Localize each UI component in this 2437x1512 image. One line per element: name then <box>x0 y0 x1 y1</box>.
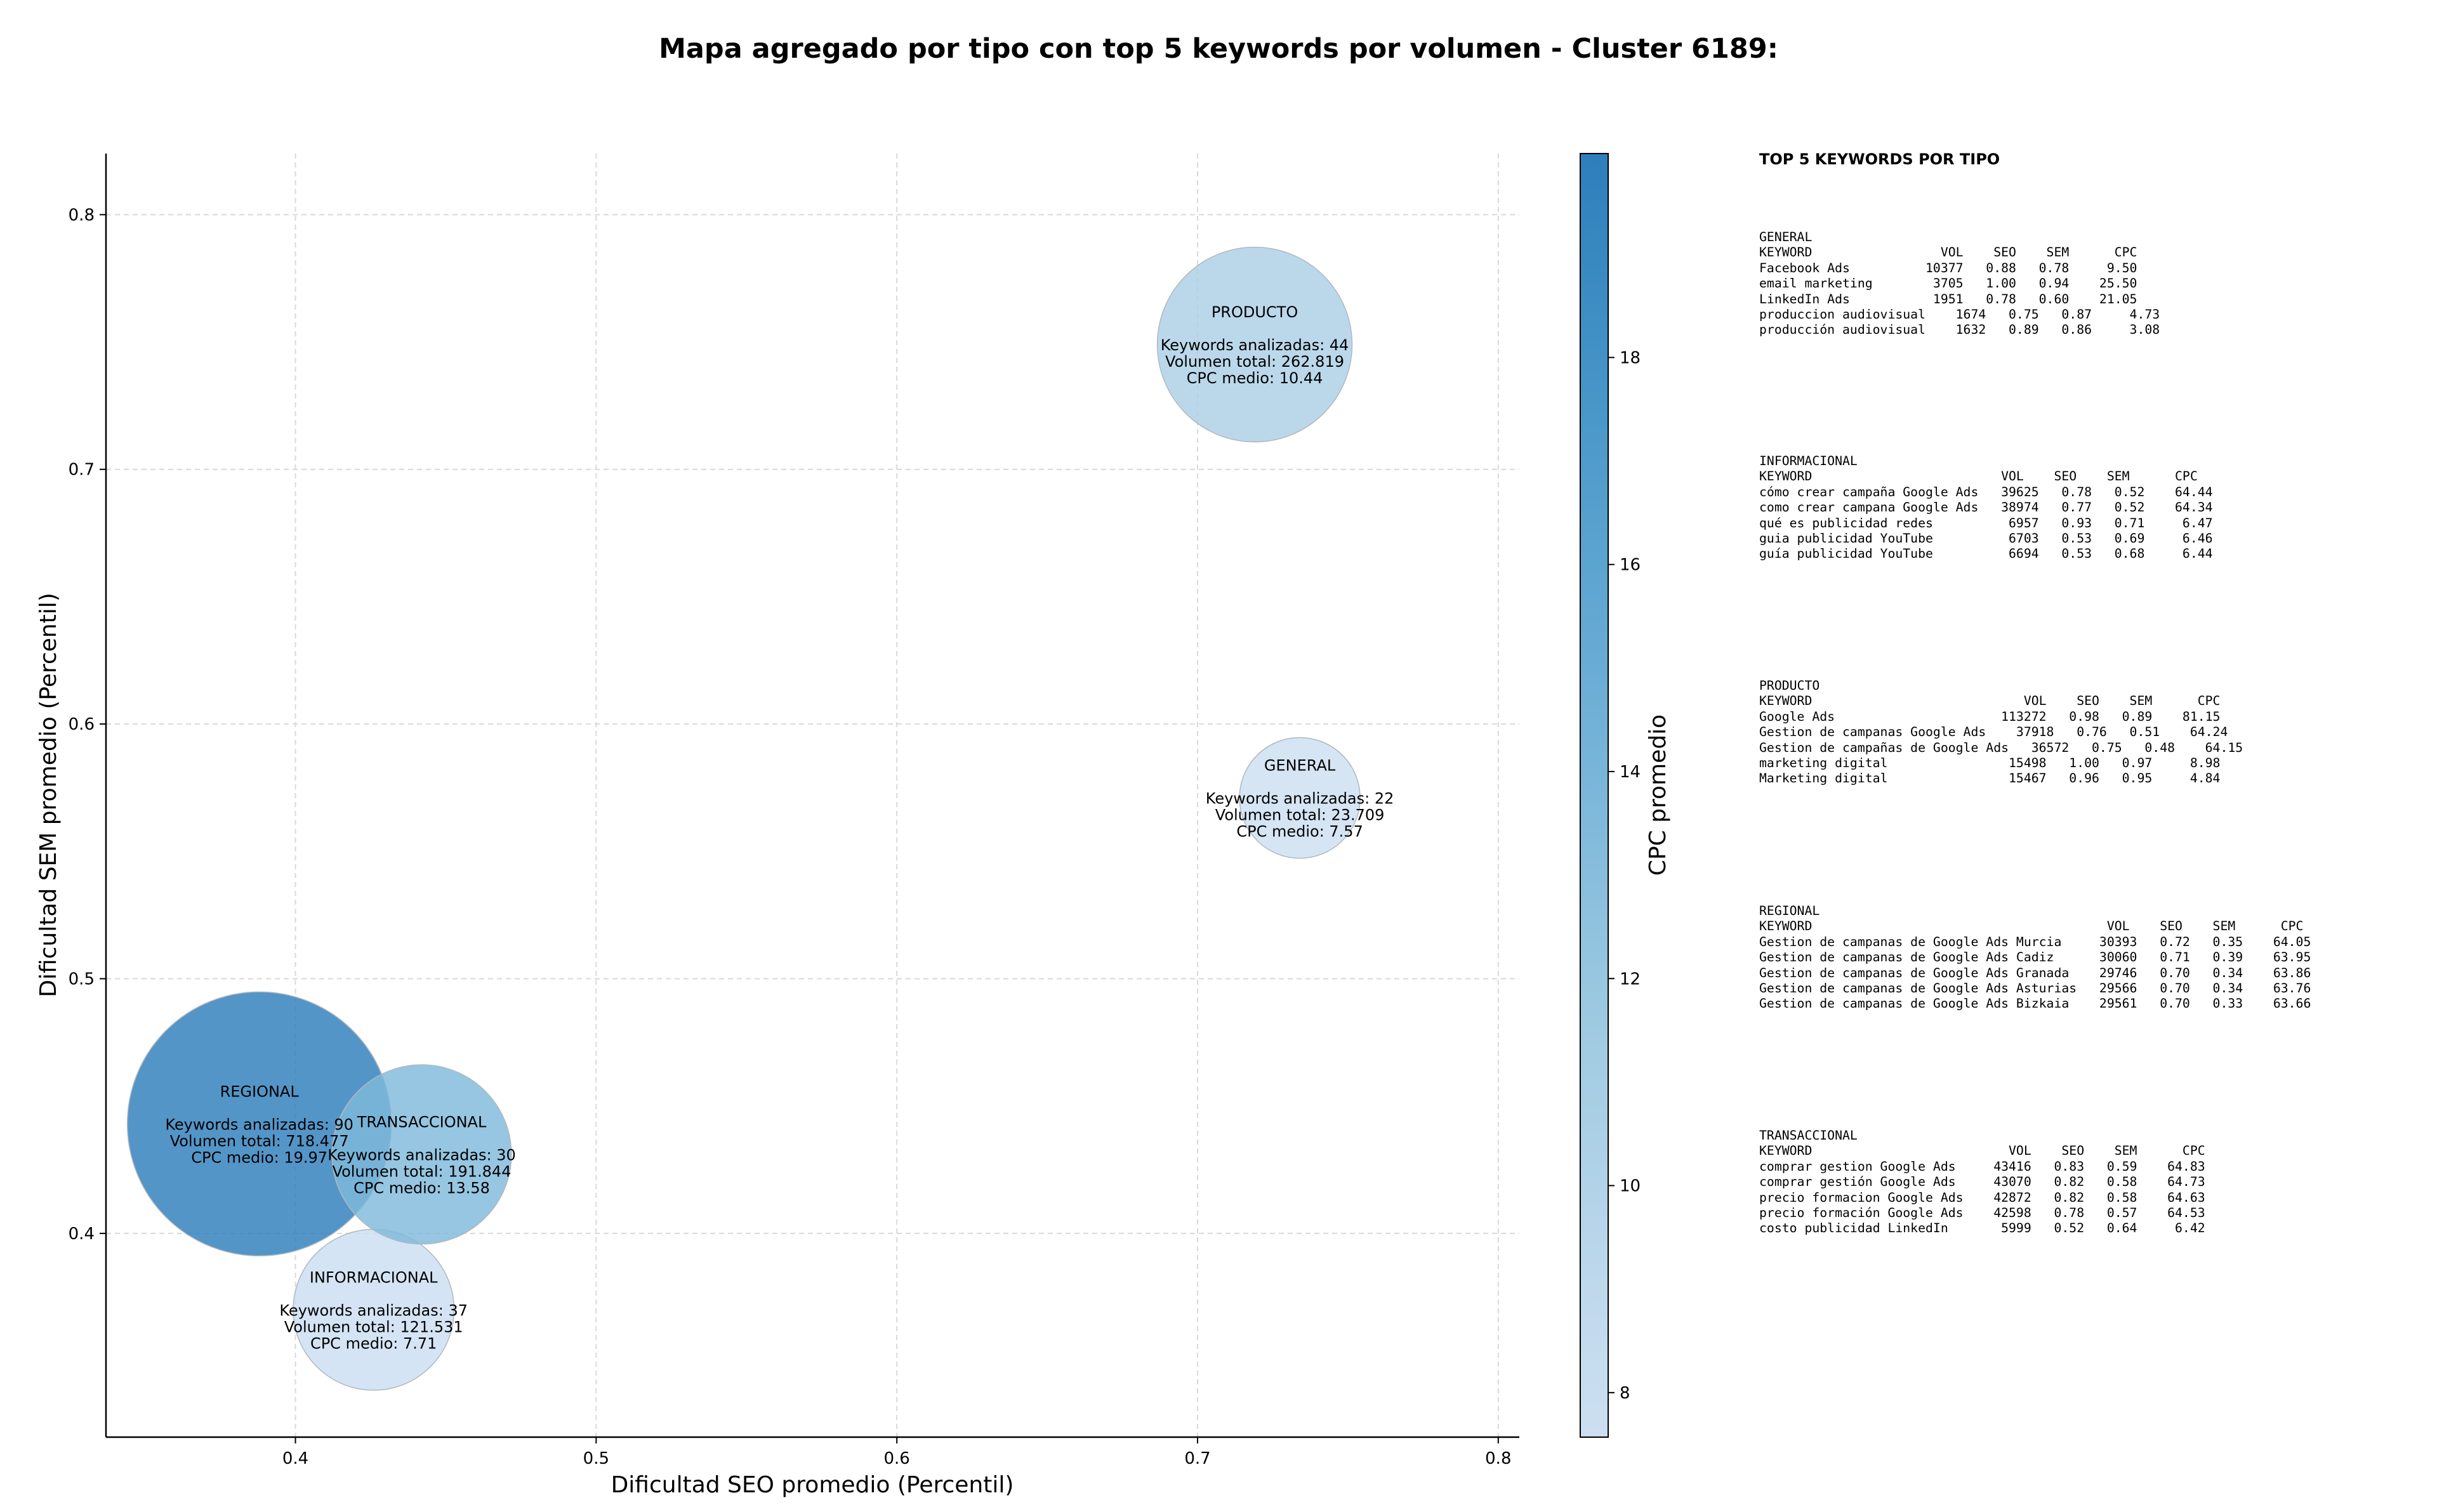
keyword-table-informacional: INFORMACIONAL KEYWORD VOL SEO SEM CPC có… <box>1759 454 2213 562</box>
colorbar-tick-label: 8 <box>1620 1384 1630 1403</box>
y-tick-label: 0.7 <box>69 461 95 480</box>
bubble-stat-label: Volumen total: 191.844 <box>333 1162 512 1180</box>
x-tick-label: 0.6 <box>883 1449 909 1468</box>
colorbar-tick-label: 18 <box>1620 348 1641 367</box>
bubble-stat-label: Keywords analizadas: 90 <box>165 1115 353 1133</box>
bubble-name-informacional: INFORMACIONAL <box>310 1268 438 1286</box>
bubble-stat-label: CPC medio: 7.71 <box>310 1334 437 1352</box>
bubble-transaccional <box>331 1064 512 1245</box>
colorbar-ticks: 8 10 12 14 16 18 <box>1608 348 1641 1403</box>
bubble-name-producto: PRODUCTO <box>1212 303 1298 321</box>
colorbar-tick-label: 14 <box>1620 763 1641 782</box>
chart-title: Mapa agregado por tipo con top 5 keyword… <box>659 33 1778 65</box>
y-axis-label: Dificultad SEM promedio (Percentil) <box>36 593 62 997</box>
bubble-name-transaccional: TRANSACCIONAL <box>357 1113 487 1131</box>
y-tick-label: 0.4 <box>69 1225 95 1244</box>
y-tick-label: 0.5 <box>69 970 95 989</box>
colorbar: 8 10 12 14 16 18 CPC promedio <box>1580 153 1671 1438</box>
bubble-stat-label: CPC medio: 19.97 <box>191 1148 327 1166</box>
bubble-layer <box>126 246 1361 1391</box>
colorbar-tick-label: 10 <box>1620 1177 1641 1196</box>
bubble-stat-label: Keywords analizadas: 37 <box>279 1301 468 1319</box>
bubble-stat-label: CPC medio: 13.58 <box>353 1179 490 1197</box>
tick-labels: 0.4 0.5 0.6 0.7 0.8 0.4 0.5 0.6 0.7 0.8 <box>69 206 1512 1468</box>
colorbar-tick-label: 16 <box>1620 556 1641 575</box>
x-tick-label: 0.8 <box>1485 1449 1511 1468</box>
bubble-stat-label: Volumen total: 121.531 <box>284 1318 463 1336</box>
bubble-stat-label: Keywords analizadas: 30 <box>327 1146 516 1164</box>
bubble-name-general: GENERAL <box>1264 757 1336 775</box>
x-tick-label: 0.5 <box>583 1449 609 1468</box>
x-axis-label: Dificultad SEO promedio (Percentil) <box>611 1472 1014 1498</box>
keyword-table-producto: PRODUCTO KEYWORD VOL SEO SEM CPC Google … <box>1759 678 2243 786</box>
bubble-stat-label: Volumen total: 23.709 <box>1215 806 1385 824</box>
colorbar-tick-label: 12 <box>1620 970 1641 989</box>
bubble-stat-label: Keywords analizadas: 22 <box>1206 790 1394 808</box>
colorbar-label: CPC promedio <box>1645 714 1671 876</box>
y-tick-label: 0.8 <box>69 206 95 225</box>
bubble-name-regional: REGIONAL <box>220 1082 300 1100</box>
bubble-general <box>1239 737 1361 859</box>
bubble-stat-label: CPC medio: 10.44 <box>1187 369 1323 387</box>
keyword-table-general: GENERAL KEYWORD VOL SEO SEM CPC Facebook… <box>1759 230 2160 338</box>
bubble-stat-label: CPC medio: 7.57 <box>1236 823 1363 841</box>
colorbar-scale <box>1580 153 1609 1438</box>
bubble-producto <box>1156 246 1353 443</box>
x-tick-label: 0.4 <box>282 1449 308 1468</box>
panel-heading: TOP 5 KEYWORDS POR TIPO <box>1759 150 2000 168</box>
bubble-stat-label: Keywords analizadas: 44 <box>1161 336 1349 354</box>
x-tick-label: 0.7 <box>1184 1449 1210 1468</box>
top-keywords-panel: TOP 5 KEYWORDS POR TIPO GENERAL KEYWORD … <box>1759 150 2419 1254</box>
grid-lines <box>106 154 1519 1437</box>
y-tick-label: 0.6 <box>69 715 95 734</box>
keyword-table-regional: REGIONAL KEYWORD VOL SEO SEM CPC Gestion… <box>1759 904 2311 1011</box>
bubble-stat-label: Volumen total: 262.819 <box>1165 353 1344 371</box>
keyword-table-transaccional: TRANSACCIONAL KEYWORD VOL SEO SEM CPC co… <box>1759 1128 2205 1236</box>
bubble-stat-label: Volumen total: 718.477 <box>170 1132 349 1150</box>
axes <box>100 154 1519 1443</box>
